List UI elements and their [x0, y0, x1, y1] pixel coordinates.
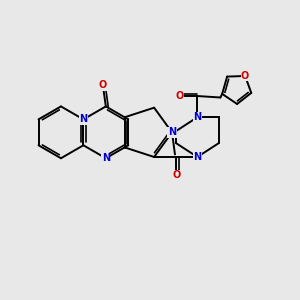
Text: N: N	[193, 152, 202, 162]
Text: N: N	[193, 112, 202, 122]
Text: N: N	[79, 114, 88, 124]
Text: N: N	[168, 127, 176, 137]
Text: O: O	[99, 80, 107, 90]
Text: O: O	[172, 170, 180, 180]
Text: O: O	[175, 91, 183, 101]
Text: O: O	[241, 71, 249, 81]
Text: N: N	[102, 153, 110, 163]
